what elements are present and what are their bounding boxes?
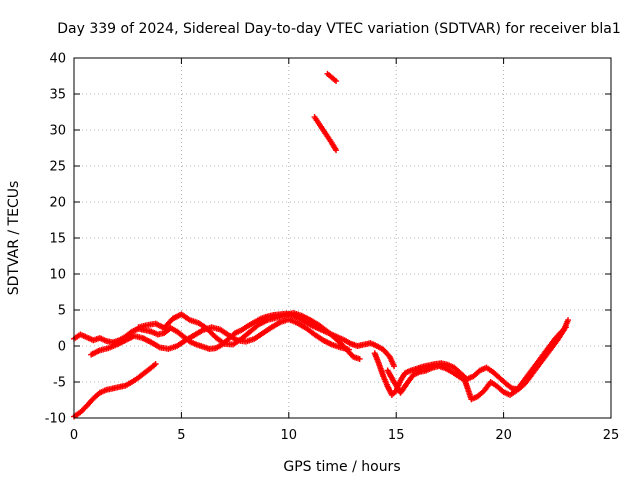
data-point-marker	[391, 363, 398, 370]
series-outlier-12h-top	[324, 70, 340, 85]
series-outlier-11-12h	[311, 114, 340, 154]
x-tick-label: 5	[177, 428, 185, 443]
data-point-marker	[356, 355, 363, 362]
y-axis-label: SDTVAR / TECUs	[6, 181, 22, 296]
data-point-marker	[333, 78, 340, 85]
data-point-marker	[333, 147, 340, 154]
series-track-secondary-0-13h	[88, 316, 352, 358]
x-tick-label: 10	[281, 428, 298, 443]
data-point-marker	[565, 317, 572, 324]
x-tick-label: 25	[603, 428, 620, 443]
y-tick-label: 30	[49, 124, 66, 139]
series-track-upper-arc	[135, 309, 363, 362]
y-tick-label: -5	[53, 376, 66, 391]
x-tick-label: 20	[495, 428, 512, 443]
y-tick-label: 0	[58, 340, 66, 355]
y-tick-label: -10	[45, 412, 66, 427]
series-track-14-24h-lower	[384, 324, 569, 403]
plot-frame	[73, 57, 612, 419]
y-tick-label: 5	[58, 304, 66, 319]
y-tick-label: 35	[49, 88, 66, 103]
y-tick-label: 20	[49, 196, 66, 211]
chart-title: Day 339 of 2024, Sidereal Day-to-day VTE…	[57, 21, 620, 37]
y-tick-label: 10	[49, 268, 66, 283]
y-tick-label: 15	[49, 232, 66, 247]
x-tick-label: 15	[388, 428, 405, 443]
x-tick-label: 0	[70, 428, 78, 443]
x-axis-label: GPS time / hours	[283, 459, 400, 475]
series-track-low-rising	[71, 361, 159, 420]
data-point-marker	[152, 361, 159, 367]
y-tick-label: 40	[49, 52, 66, 67]
y-tick-label: 25	[49, 160, 66, 175]
data-point-marker	[507, 384, 514, 391]
data-point-marker	[562, 324, 569, 331]
